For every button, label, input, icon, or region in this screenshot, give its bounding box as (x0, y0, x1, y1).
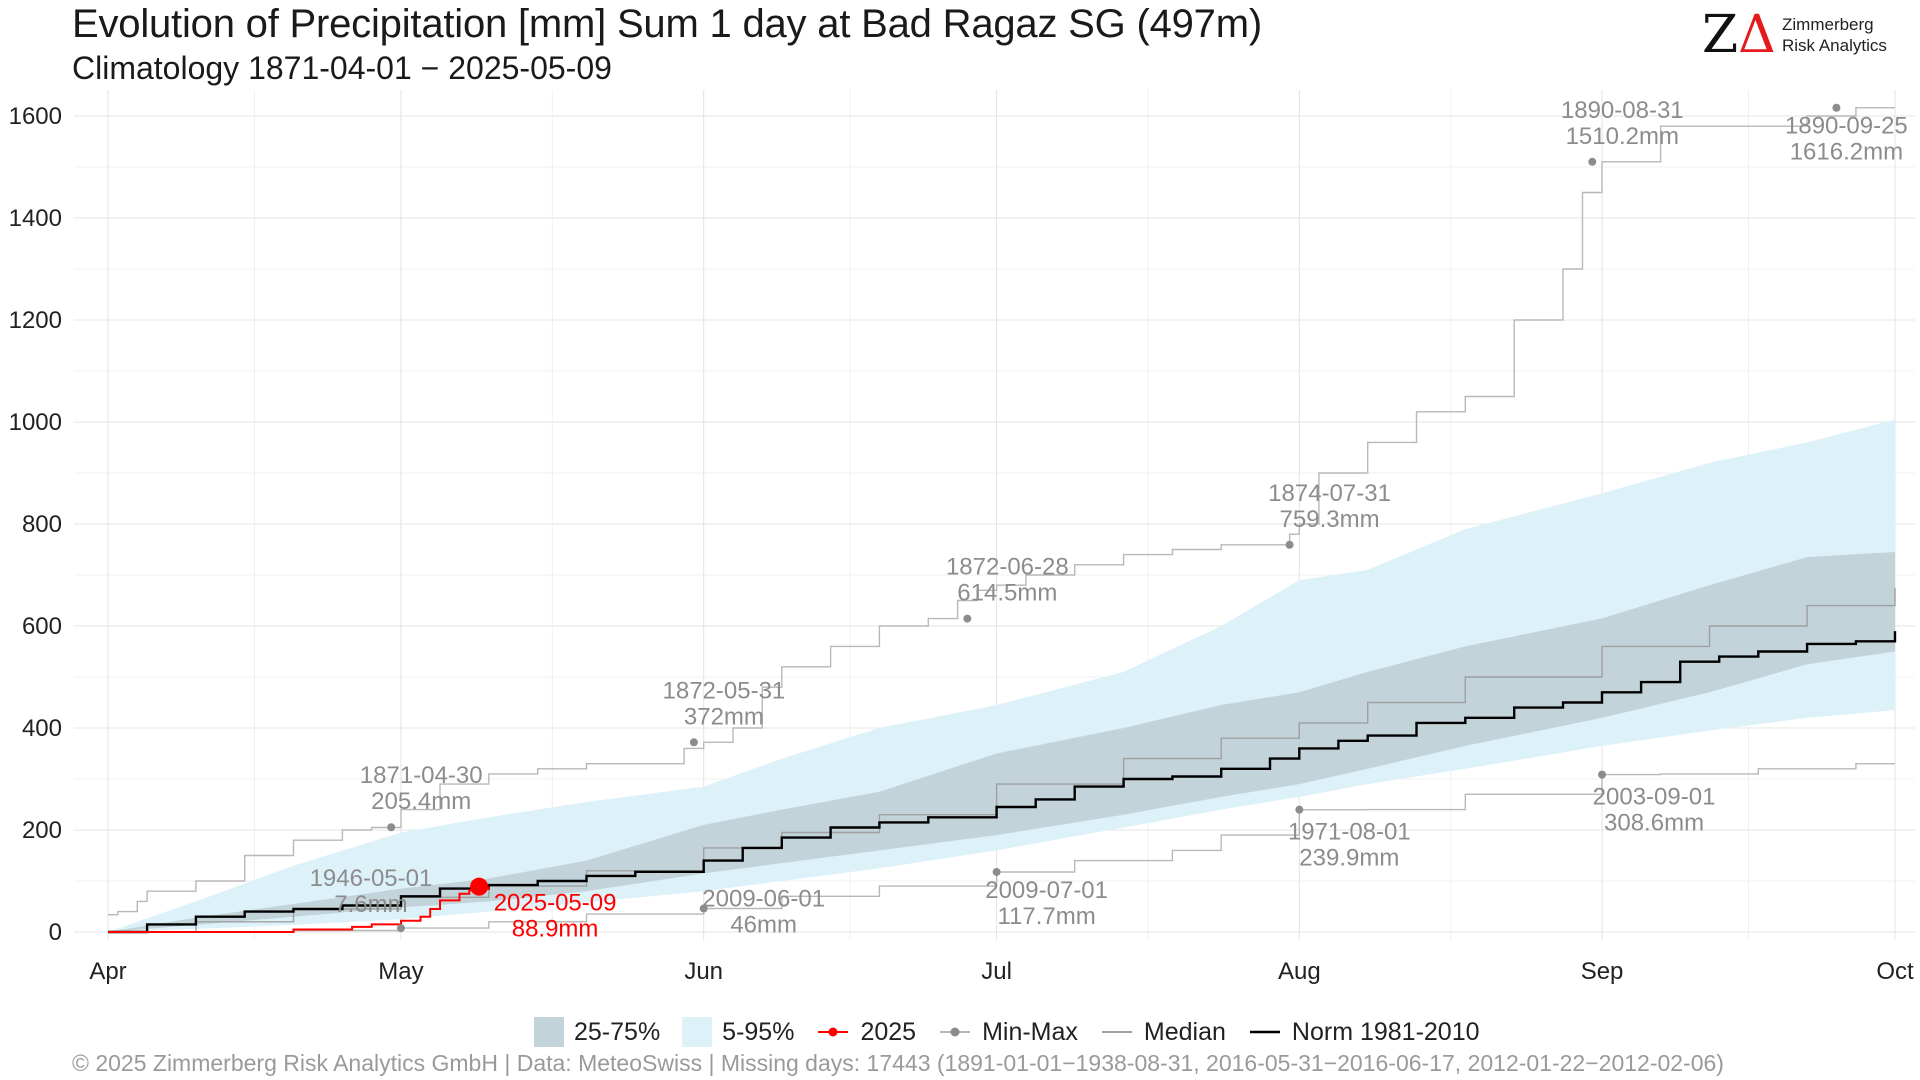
annotation-date-1890-08-31: 1890-08-31 (1561, 97, 1684, 124)
company-logo: ZΔ Zimmerberg Risk Analytics (1702, 9, 1912, 61)
annotation-date-2009-06-01: 2009-06-01 (702, 886, 825, 913)
min-max-point-1890-09-25 (1832, 103, 1841, 112)
min-max-point-1872-05-31 (689, 738, 698, 747)
series-line-min (108, 763, 1895, 933)
annotation-value-1871-04-30: 205.4mm (371, 788, 471, 815)
annotation-value-1874-07-31: 759.3mm (1280, 506, 1380, 533)
annotation-date-1971-08-01: 1971-08-01 (1288, 819, 1411, 846)
annotation-value-1890-08-31: 1510.2mm (1566, 123, 1679, 150)
y-tick-label-1400: 1400 (9, 205, 62, 232)
min-max-point-2003-09-01 (1598, 770, 1607, 779)
y-tick-label-0: 0 (49, 919, 62, 946)
y-tick-label-1600: 1600 (9, 103, 62, 130)
logo-line-2: Risk Analytics (1782, 36, 1887, 55)
x-tick-label-aug: Aug (1278, 958, 1321, 985)
annotation-date-1872-05-31: 1872-05-31 (663, 677, 786, 704)
legend-item-min-max: Min-Max (938, 1017, 1078, 1047)
annotation-date-1890-09-25: 1890-09-25 (1785, 113, 1908, 140)
series-line-max (108, 107, 1895, 916)
series-lines (108, 107, 1897, 934)
logo-mark: ZΔ (1702, 9, 1776, 61)
legend-key-norm (1249, 1030, 1280, 1034)
annotation-date-1871-04-30: 1871-04-30 (360, 762, 483, 789)
annotation-date-2003-09-01: 2003-09-01 (1593, 784, 1716, 811)
annotation-value-1872-05-31: 372mm (684, 703, 764, 730)
min-max-point-1946-05-01 (396, 924, 405, 933)
legend-label-median: Median (1143, 1017, 1226, 1046)
percentile-bands (108, 419, 1895, 932)
legend-label-25-75: 25-75% (574, 1017, 661, 1046)
x-tick-label-may: May (378, 958, 423, 985)
annotation-value-1890-09-25: 1616.2mm (1790, 139, 1903, 166)
y-tick-label-1200: 1200 (9, 307, 62, 334)
legend-key-min-max (940, 1027, 971, 1037)
x-tick-label-jun: Jun (684, 958, 723, 985)
chart-grid (74, 90, 1915, 940)
y-tick-label-400: 400 (22, 715, 62, 742)
annotation-value-2003-09-01: 308.6mm (1604, 810, 1704, 837)
annotation-value-1946-05-01: 7.6mm (334, 891, 407, 918)
annotation-date-1874-07-31: 1874-07-31 (1268, 480, 1391, 507)
x-tick-label-oct: Oct (1876, 958, 1914, 985)
legend-swatch-5-95 (682, 1017, 713, 1047)
min-max-point-1872-06-28 (963, 614, 972, 623)
min-max-points (387, 103, 1841, 933)
legend-item-25-75: 25-75% (534, 1017, 660, 1047)
legend-item-median: Median (1100, 1017, 1226, 1047)
annotation-value-2009-07-01: 117.7mm (997, 903, 1095, 930)
logo-line-1: Zimmerberg (1782, 15, 1874, 34)
current-point-2025 (470, 877, 489, 896)
chart-title: Evolution of Precipitation [mm] Sum 1 da… (72, 2, 1262, 46)
band-5-95 (108, 419, 1895, 932)
y-tick-label-1000: 1000 (9, 409, 62, 436)
y-tick-label-800: 800 (22, 511, 62, 538)
band-25-75 (108, 552, 1895, 932)
annotation-value-2009-06-01: 46mm (730, 912, 797, 939)
x-tick-label-sep: Sep (1581, 958, 1624, 985)
y-tick-label-200: 200 (22, 817, 62, 844)
legend: 25-75% 5-95% 2025 Min-Max Median Norm 19… (534, 1014, 1502, 1050)
min-max-point-2009-06-01 (699, 904, 708, 913)
series-line-norm (108, 631, 1897, 934)
legend-label-min-max: Min-Max (982, 1017, 1078, 1046)
annotation-value-1971-08-01: 239.9mm (1299, 845, 1399, 872)
legend-item-2025: 2025 (816, 1017, 916, 1047)
legend-swatch-25-75 (534, 1017, 564, 1047)
annotation-date-current: 2025-05-09 (494, 890, 617, 917)
chart-subtitle: Climatology 1871-04-01 − 2025-05-09 (72, 50, 612, 86)
legend-label-2025: 2025 (860, 1017, 917, 1046)
logo-z: Z (1702, 5, 1739, 65)
min-max-point-1971-08-01 (1295, 805, 1304, 814)
legend-key-2025 (818, 1027, 849, 1037)
axis-labels: 0 200 400 600 800 1000 1200 1400 1600 Apr May Jun Ju… (9, 103, 1914, 985)
legend-label-norm: Norm 1981-2010 (1291, 1017, 1480, 1046)
annotation-date-1946-05-01: 1946-05-01 (310, 865, 433, 892)
legend-item-5-95: 5-95% (682, 1017, 794, 1047)
min-max-point-2009-07-01 (992, 867, 1001, 876)
legend-label-5-95: 5-95% (722, 1017, 795, 1046)
min-max-point-1890-08-31 (1588, 157, 1597, 166)
x-tick-label-jul: Jul (981, 958, 1012, 985)
y-tick-label-600: 600 (22, 613, 62, 640)
annotation-value-1872-06-28: 614.5mm (957, 580, 1057, 607)
annotation-date-1872-06-28: 1872-06-28 (946, 554, 1069, 581)
logo-text: Zimmerberg Risk Analytics (1782, 14, 1887, 56)
logo-delta: Δ (1738, 5, 1776, 65)
x-tick-label-apr: Apr (89, 958, 126, 985)
legend-key-median (1101, 1031, 1132, 1033)
min-max-point-1874-07-31 (1285, 540, 1294, 549)
footer-credits: © 2025 Zimmerberg Risk Analytics GmbH | … (72, 1050, 1724, 1076)
annotation-value-current: 88.9mm (512, 916, 599, 943)
legend-item-norm: Norm 1981-2010 (1248, 1017, 1480, 1047)
annotation-date-2009-07-01: 2009-07-01 (985, 877, 1108, 904)
min-max-point-1871-04-30 (387, 823, 396, 832)
